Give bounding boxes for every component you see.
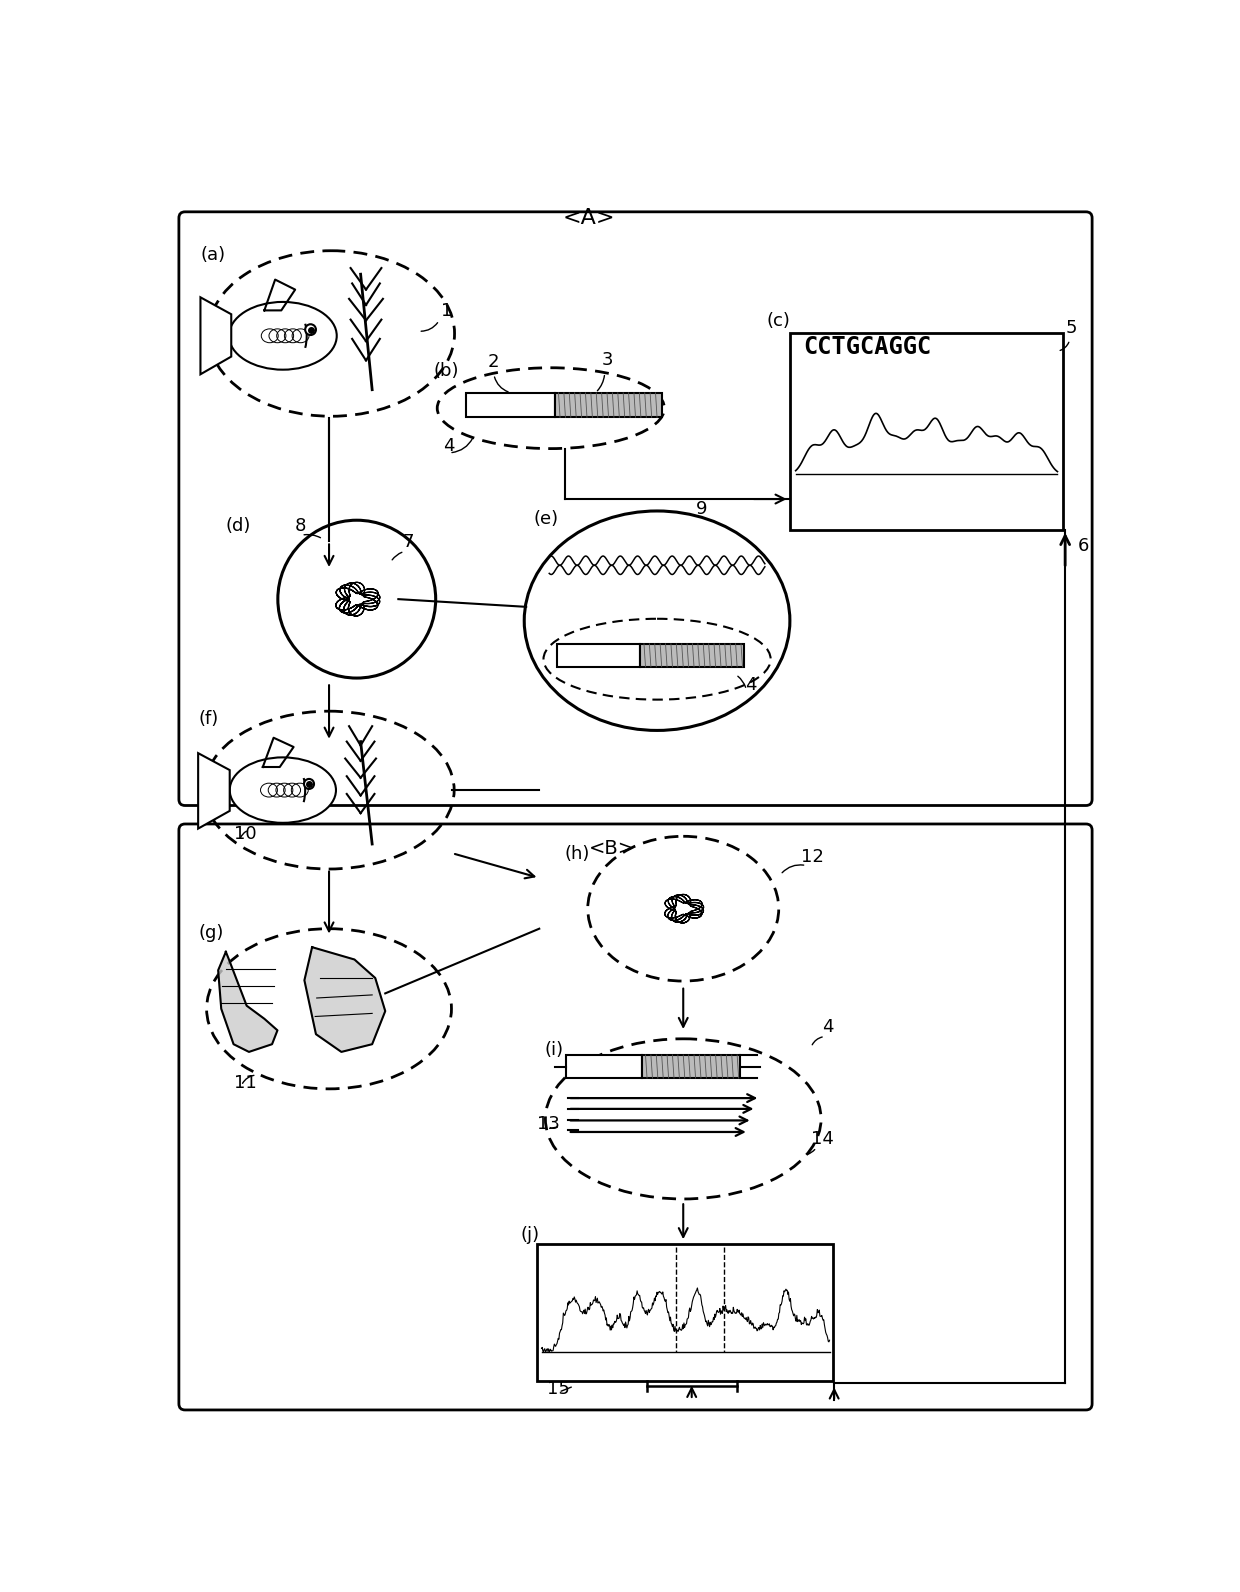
Text: 3: 3 (601, 352, 613, 369)
Text: (a): (a) (201, 247, 226, 264)
Text: (g): (g) (198, 923, 223, 942)
FancyBboxPatch shape (554, 393, 662, 417)
Text: CCTGCAGGC: CCTGCAGGC (804, 336, 931, 360)
FancyBboxPatch shape (537, 1245, 833, 1382)
Ellipse shape (229, 758, 336, 823)
Text: 4: 4 (745, 677, 756, 694)
Text: 13: 13 (537, 1114, 559, 1134)
Text: (e): (e) (534, 509, 559, 527)
Text: 11: 11 (233, 1075, 257, 1092)
Polygon shape (304, 947, 386, 1052)
Polygon shape (201, 298, 231, 374)
Ellipse shape (229, 302, 337, 369)
Text: 4: 4 (822, 1017, 833, 1036)
Text: (h): (h) (564, 845, 590, 863)
Text: 10: 10 (233, 825, 257, 844)
Text: <A>: <A> (563, 209, 615, 228)
Ellipse shape (304, 778, 314, 790)
Text: 7: 7 (403, 533, 414, 551)
FancyBboxPatch shape (557, 643, 640, 667)
Text: 14: 14 (811, 1130, 835, 1148)
Text: 15: 15 (547, 1380, 570, 1398)
Text: (f): (f) (198, 710, 218, 728)
FancyBboxPatch shape (640, 643, 744, 667)
Text: 12: 12 (801, 849, 823, 866)
Text: (c): (c) (766, 312, 790, 330)
Text: 5: 5 (1065, 320, 1076, 338)
Text: 6: 6 (1079, 538, 1090, 556)
FancyBboxPatch shape (466, 393, 554, 417)
FancyBboxPatch shape (567, 1055, 641, 1078)
Text: 4: 4 (443, 438, 455, 455)
FancyBboxPatch shape (790, 333, 1063, 530)
Text: <B>: <B> (589, 839, 635, 858)
Text: (i): (i) (544, 1041, 564, 1059)
Text: 8: 8 (295, 517, 306, 535)
Text: (b): (b) (434, 361, 459, 380)
Text: 1: 1 (441, 302, 453, 320)
Ellipse shape (305, 325, 316, 334)
Polygon shape (198, 753, 229, 828)
Text: (j): (j) (520, 1226, 539, 1243)
Polygon shape (218, 952, 278, 1052)
Text: 2: 2 (487, 352, 500, 371)
Text: (d): (d) (226, 517, 252, 535)
FancyBboxPatch shape (641, 1055, 740, 1078)
Text: 9: 9 (696, 500, 707, 519)
